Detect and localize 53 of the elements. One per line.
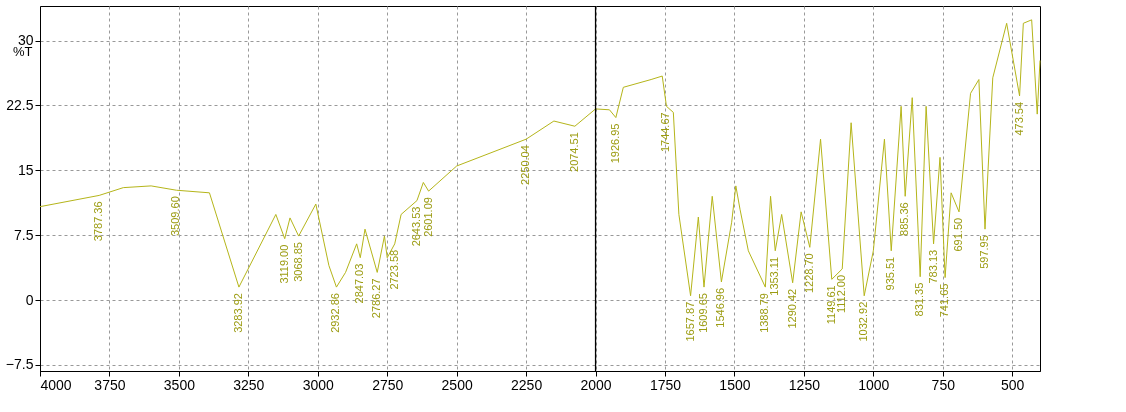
annotation: 783.13 — [926, 249, 939, 284]
y-tick-label: 7.5 — [14, 226, 34, 243]
annotation: 1149.61 — [824, 285, 837, 325]
annotation: 1290.42 — [785, 288, 798, 329]
annotation: 1657.87 — [683, 301, 696, 342]
x-tick-label: 2250 — [511, 376, 543, 393]
annotation: 831.35 — [913, 282, 926, 317]
annotation: 2074.51 — [567, 132, 580, 172]
annotation: 3509.60 — [169, 196, 182, 236]
annotation: 2932.86 — [329, 293, 342, 333]
annotation: 1546.96 — [714, 287, 727, 328]
x-tick-label: 2000 — [580, 376, 612, 393]
annotation: 1609.65 — [696, 293, 709, 333]
annotation: 3119.00 — [277, 244, 290, 284]
x-tick-label: 2500 — [441, 376, 473, 393]
annotation: 3787.36 — [92, 201, 105, 242]
annotation: 691.50 — [952, 217, 965, 252]
x-tick-label: 1500 — [719, 376, 751, 393]
annotation: 597.95 — [978, 235, 991, 269]
y-tick-label: −7.5 — [5, 356, 34, 373]
x-tick-label: 1750 — [649, 376, 682, 393]
y-tick-label: 0 — [25, 291, 34, 308]
annotation: 1744.67 — [659, 112, 672, 153]
x-tick-label: 3000 — [302, 376, 335, 393]
annotation: 2786.27 — [370, 278, 383, 319]
annotation: 2723.58 — [387, 249, 400, 290]
annotation: 2601.09 — [421, 197, 434, 237]
annotation: 473.54 — [1012, 101, 1025, 136]
x-tick-label: 3500 — [163, 376, 196, 393]
y-tick-label: 15 — [17, 161, 34, 178]
annotation: 935.51 — [884, 256, 897, 291]
annotation: 1388.79 — [758, 293, 771, 333]
annotation: 1032.92 — [857, 301, 870, 342]
x-tick-label: 750 — [931, 376, 956, 393]
x-tick-label: 1000 — [858, 376, 890, 393]
x-tick-label: 1250 — [788, 376, 821, 393]
annotation: 3283.92 — [231, 293, 244, 333]
annotation: 885.36 — [898, 202, 911, 236]
annotation: 1228.70 — [802, 253, 815, 294]
x-tick-label: 500 — [1001, 376, 1025, 393]
x-tick-label: 4000 — [40, 376, 72, 393]
x-tick-label: 3250 — [233, 376, 265, 393]
annotation: 3068.85 — [291, 242, 304, 282]
annotation: 741.65 — [938, 283, 951, 318]
y-tick-label: 22.5 — [6, 96, 34, 113]
annotation: 2250.04 — [519, 145, 532, 185]
annotation: 1353.11 — [768, 256, 781, 296]
x-tick-label: 3750 — [94, 376, 126, 393]
annotation: 2643.53 — [409, 206, 422, 247]
annotation: 2847.03 — [353, 263, 366, 304]
x-tick-label: 2750 — [372, 376, 404, 393]
annotation: 1926.95 — [608, 123, 621, 164]
annotation: 1112.00 — [835, 274, 848, 314]
